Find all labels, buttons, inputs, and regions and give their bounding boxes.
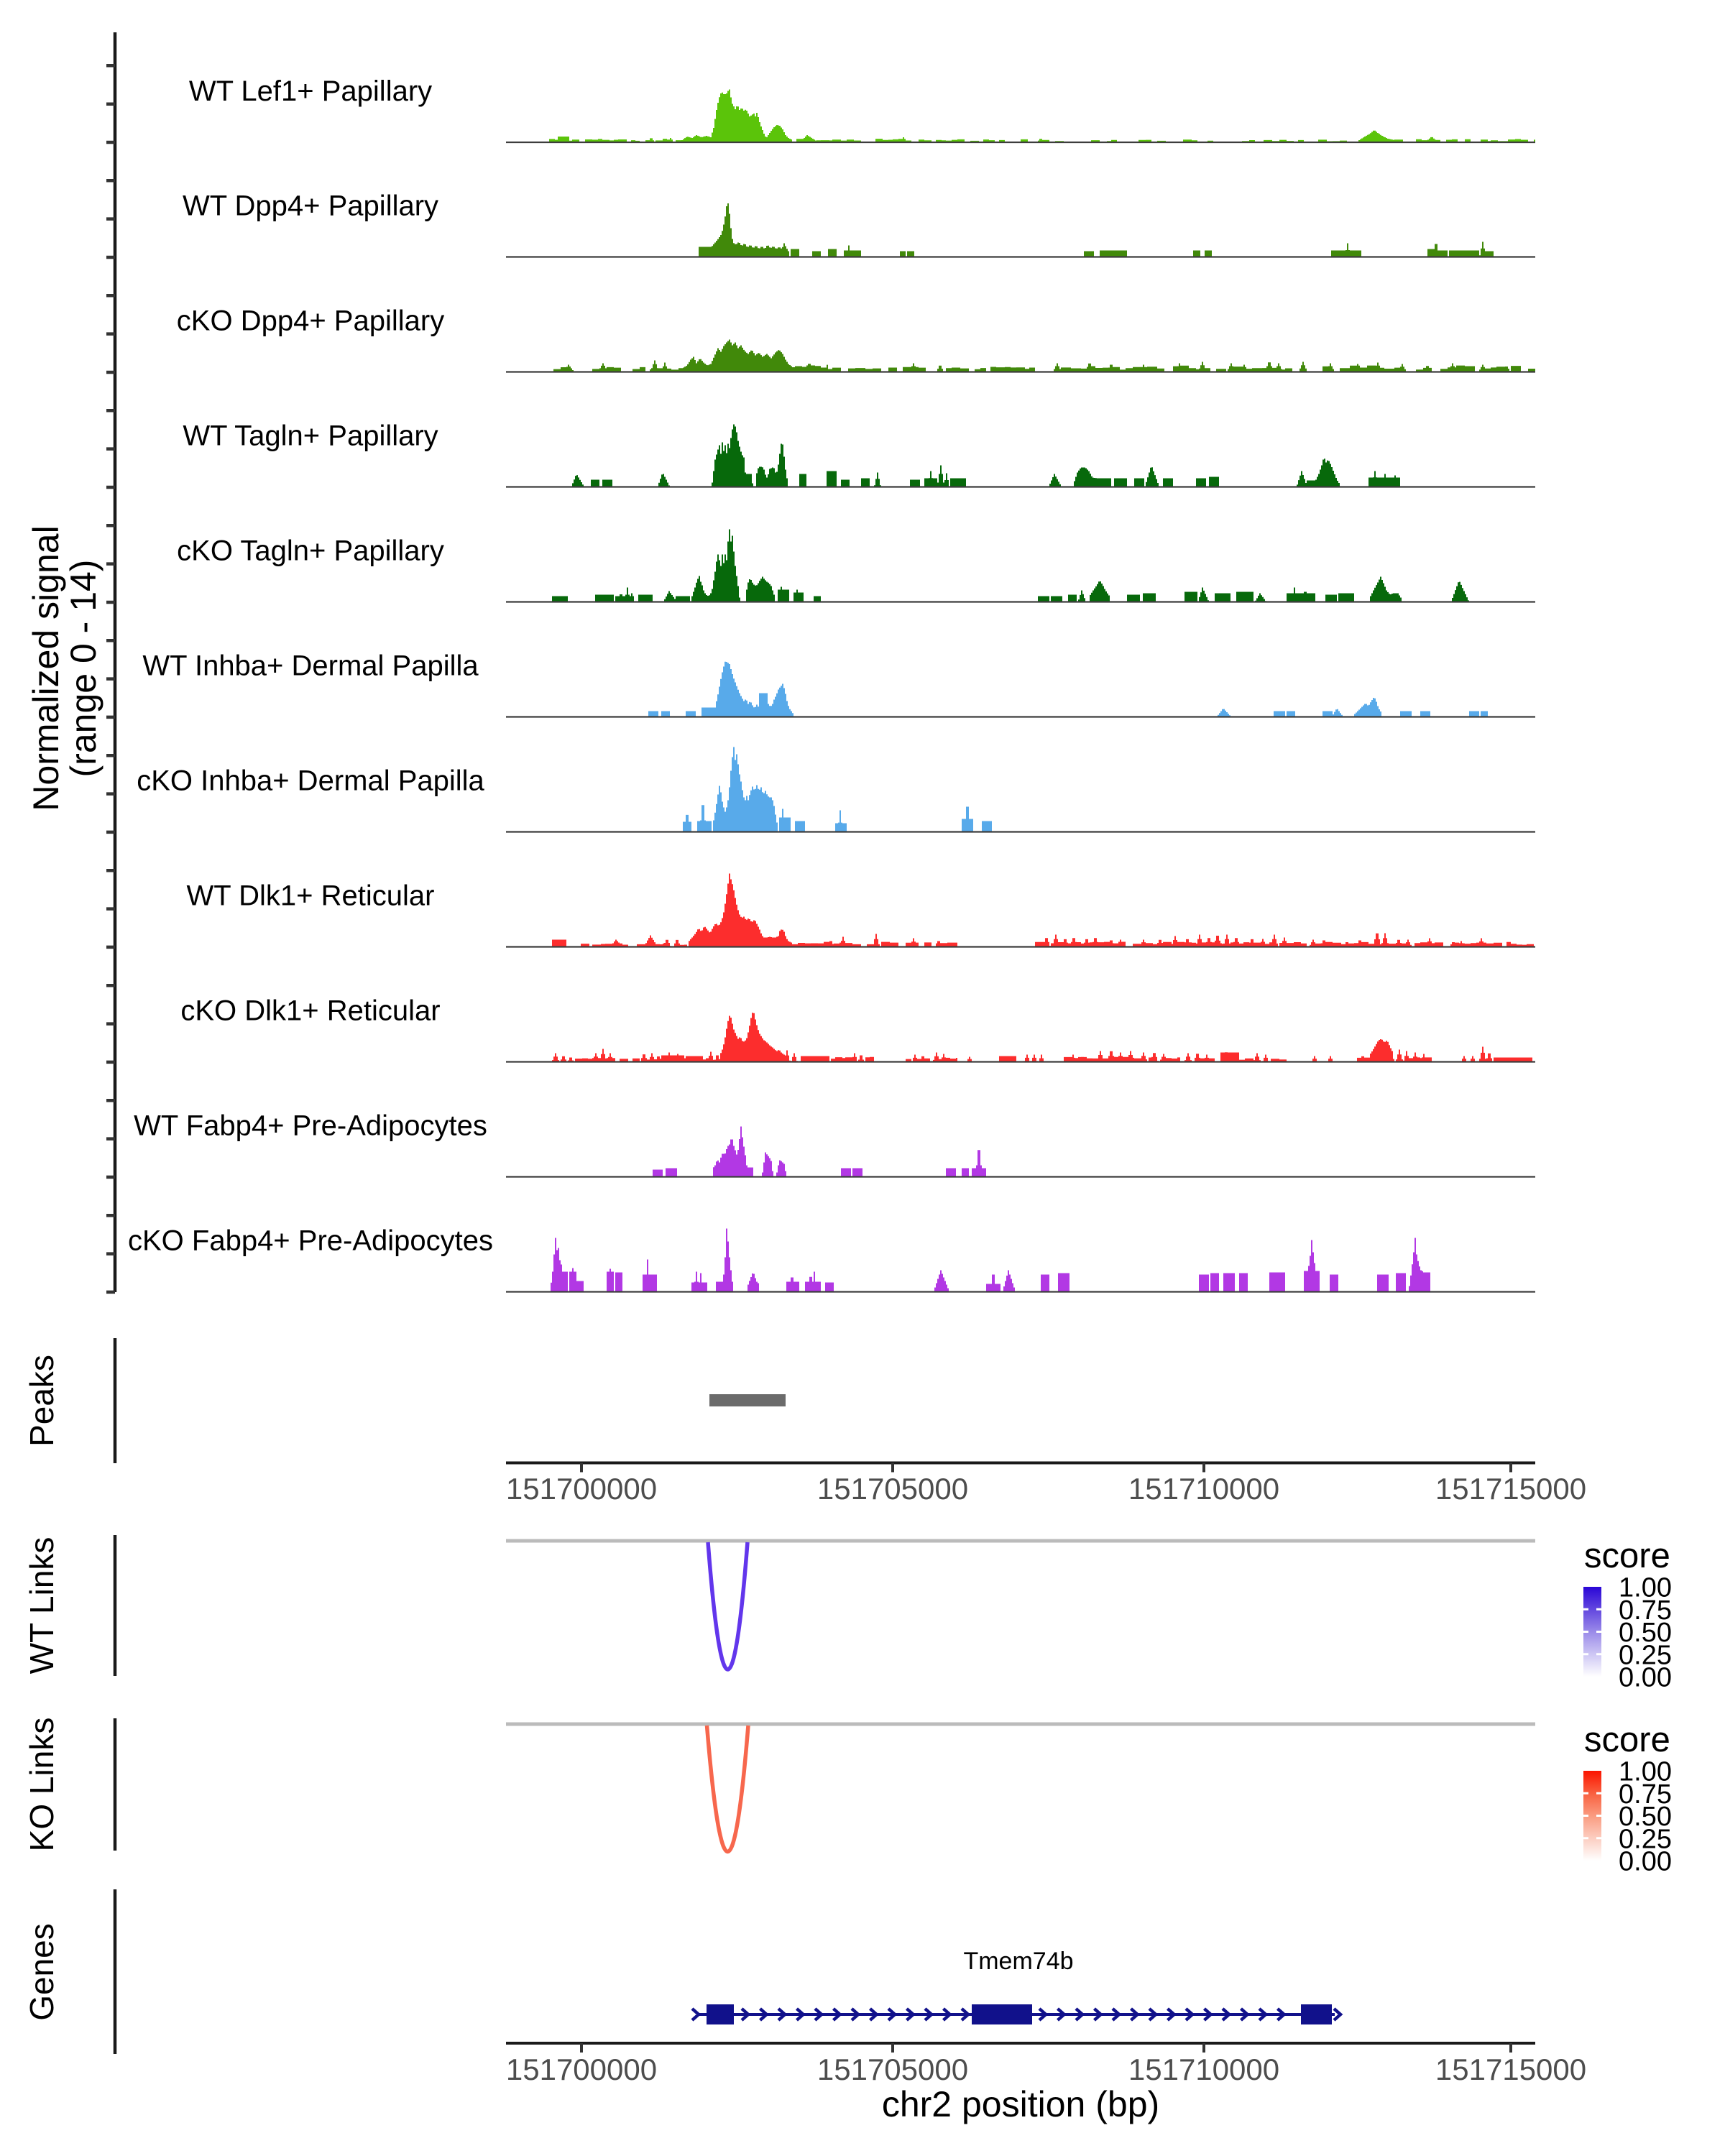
- svg-text:cKO Inhba+ Dermal Papilla: cKO Inhba+ Dermal Papilla: [137, 765, 484, 797]
- svg-text:151700000: 151700000: [506, 2053, 657, 2086]
- svg-text:0.75: 0.75: [1619, 1595, 1672, 1626]
- svg-text:151705000: 151705000: [817, 2053, 968, 2086]
- svg-text:0.50: 0.50: [1619, 1618, 1672, 1648]
- svg-text:WT Inhba+ Dermal Papilla: WT Inhba+ Dermal Papilla: [142, 650, 479, 682]
- svg-text:chr2 position (bp): chr2 position (bp): [882, 2084, 1159, 2124]
- svg-text:151715000: 151715000: [1435, 2053, 1586, 2086]
- svg-text:0.50: 0.50: [1619, 1802, 1672, 1832]
- svg-text:151700000: 151700000: [506, 1472, 657, 1506]
- svg-text:KO Links: KO Links: [23, 1718, 60, 1852]
- svg-text:cKO Dpp4+ Papillary: cKO Dpp4+ Papillary: [177, 305, 444, 337]
- svg-text:WT Fabp4+ Pre-Adipocytes: WT Fabp4+ Pre-Adipocytes: [134, 1110, 487, 1142]
- svg-text:Genes: Genes: [23, 1923, 60, 2021]
- svg-text:0.00: 0.00: [1619, 1847, 1672, 1877]
- svg-text:score: score: [1584, 1720, 1670, 1759]
- svg-text:score: score: [1584, 1537, 1670, 1575]
- svg-text:151710000: 151710000: [1128, 2053, 1279, 2086]
- svg-text:Peaks: Peaks: [23, 1355, 60, 1447]
- svg-text:WT Lef1+ Papillary: WT Lef1+ Papillary: [189, 75, 432, 107]
- svg-text:Tmem74b: Tmem74b: [963, 1948, 1073, 1975]
- svg-text:cKO Fabp4+ Pre-Adipocytes: cKO Fabp4+ Pre-Adipocytes: [128, 1225, 493, 1257]
- svg-text:0.25: 0.25: [1619, 1640, 1672, 1670]
- svg-text:Normalized signal(range 0 - 14: Normalized signal(range 0 - 14): [26, 525, 104, 811]
- svg-text:0.00: 0.00: [1619, 1663, 1672, 1693]
- svg-text:151715000: 151715000: [1435, 1472, 1586, 1506]
- svg-text:WT Tagln+ Papillary: WT Tagln+ Papillary: [183, 420, 438, 452]
- svg-text:0.25: 0.25: [1619, 1824, 1672, 1854]
- svg-text:151705000: 151705000: [817, 1472, 968, 1506]
- svg-text:151710000: 151710000: [1128, 1472, 1279, 1506]
- svg-text:1.00: 1.00: [1619, 1573, 1672, 1603]
- svg-text:0.75: 0.75: [1619, 1779, 1672, 1810]
- svg-text:1.00: 1.00: [1619, 1757, 1672, 1787]
- svg-text:WT Links: WT Links: [23, 1537, 60, 1674]
- svg-text:cKO Dlk1+ Reticular: cKO Dlk1+ Reticular: [180, 995, 440, 1027]
- svg-text:WT Dlk1+ Reticular: WT Dlk1+ Reticular: [187, 880, 435, 912]
- svg-text:WT Dpp4+ Papillary: WT Dpp4+ Papillary: [183, 190, 438, 222]
- svg-text:cKO Tagln+ Papillary: cKO Tagln+ Papillary: [177, 535, 444, 567]
